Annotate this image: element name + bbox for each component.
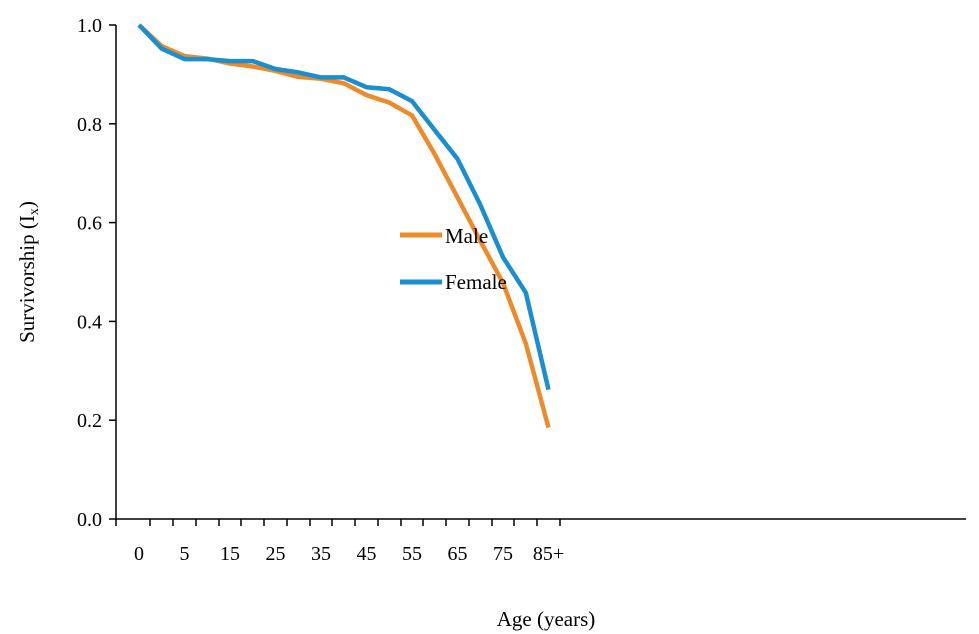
x-axis-title: Age (years) <box>497 607 596 631</box>
x-tick-label: 0 <box>134 543 144 565</box>
y-axis-title-close: ) <box>15 201 39 208</box>
y-tick-label: 0.6 <box>77 213 102 235</box>
x-tick-label: 5 <box>180 543 190 565</box>
y-axis-title-main: Survivorship (I <box>15 215 39 343</box>
y-tick-label: 0.8 <box>77 114 102 136</box>
y-axis-title-sub: x <box>27 208 42 215</box>
x-tick-label: 15 <box>220 543 240 565</box>
x-tick-label: 85+ <box>533 543 564 565</box>
y-axis-ticks: 0.0 0.2 0.4 0.6 0.8 1.0 <box>77 15 116 531</box>
x-tick-label: 75 <box>493 543 513 565</box>
y-axis-title: Survivorship (Ix) <box>15 201 42 343</box>
x-tick-label: 25 <box>266 543 286 565</box>
y-tick-label: 0.2 <box>77 410 102 432</box>
y-tick-label: 1.0 <box>77 15 102 37</box>
y-tick-label: 0.4 <box>77 311 102 333</box>
legend-label-male: Male <box>445 224 488 248</box>
x-tick-label: 45 <box>357 543 377 565</box>
x-tick-label: 35 <box>311 543 331 565</box>
x-axis-ticks: 0 5 15 25 35 45 55 65 75 85+ <box>116 519 564 565</box>
y-tick-label: 0.0 <box>77 509 102 531</box>
legend-label-female: Female <box>445 270 507 294</box>
x-tick-label: 55 <box>402 543 422 565</box>
x-tick-label: 65 <box>448 543 468 565</box>
series-line-female <box>139 25 549 390</box>
